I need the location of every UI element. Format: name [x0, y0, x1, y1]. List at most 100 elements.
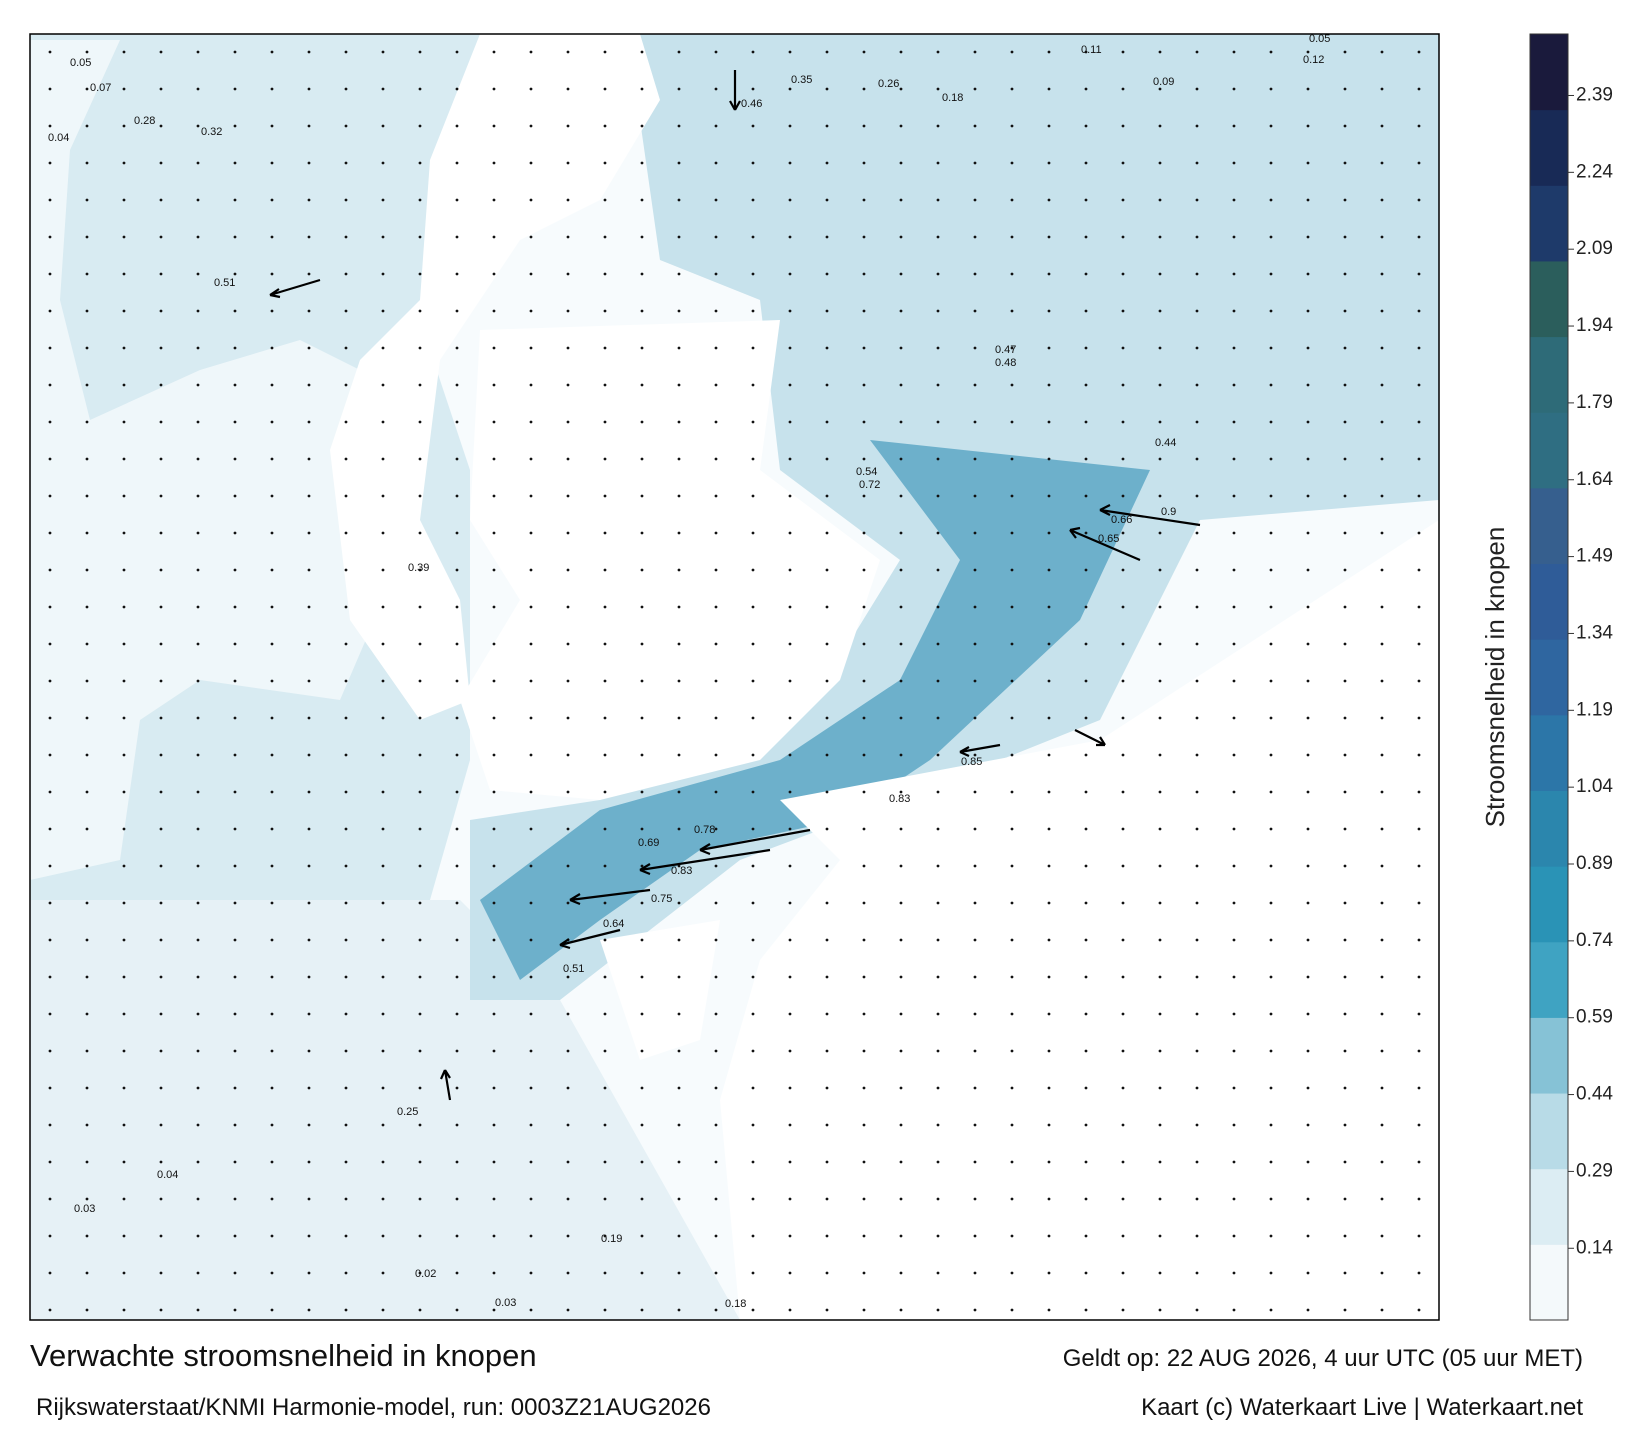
grid-dot [455, 716, 459, 720]
grid-dot [1010, 1308, 1014, 1312]
grid-dot [788, 531, 792, 535]
grid-dot [1417, 679, 1421, 683]
grid-dot [1269, 975, 1273, 979]
grid-dot [196, 531, 200, 535]
grid-dot [529, 1197, 533, 1201]
grid-dot [1380, 531, 1384, 535]
grid-dot [1417, 87, 1421, 91]
grid-dot [973, 901, 977, 905]
grid-dot [1269, 790, 1273, 794]
grid-dot [529, 605, 533, 609]
grid-dot [640, 864, 644, 868]
grid-dot [1343, 790, 1347, 794]
grid-dot [122, 1086, 126, 1090]
grid-dot [270, 642, 274, 646]
grid-dot [196, 1271, 200, 1275]
grid-dot [1084, 198, 1088, 202]
grid-dot [85, 1012, 89, 1016]
grid-dot [270, 1271, 274, 1275]
grid-dot [1010, 1160, 1014, 1164]
grid-dot [1269, 1271, 1273, 1275]
grid-dot [1158, 124, 1162, 128]
grid-dot [307, 198, 311, 202]
grid-dot [714, 1012, 718, 1016]
grid-dot [714, 716, 718, 720]
grid-dot [1306, 1234, 1310, 1238]
grid-dot [751, 531, 755, 535]
grid-dot [159, 1234, 163, 1238]
grid-dot [307, 642, 311, 646]
grid-dot [1158, 790, 1162, 794]
grid-dot [85, 753, 89, 757]
grid-dot [1232, 864, 1236, 868]
grid-dot [1306, 198, 1310, 202]
grid-dot [1417, 1086, 1421, 1090]
grid-dot [603, 198, 607, 202]
grid-dot [1195, 790, 1199, 794]
grid-dot [973, 124, 977, 128]
grid-dot [418, 790, 422, 794]
grid-dot [344, 1197, 348, 1201]
grid-dot [381, 494, 385, 498]
speed-label: 0.12 [1303, 54, 1324, 66]
grid-dot [1232, 50, 1236, 54]
grid-dot [640, 1271, 644, 1275]
grid-dot [122, 975, 126, 979]
grid-dot [1343, 272, 1347, 276]
grid-dot [381, 457, 385, 461]
grid-dot [233, 679, 237, 683]
grid-dot [48, 346, 52, 350]
grid-dot [159, 790, 163, 794]
grid-dot [418, 420, 422, 424]
grid-dot [529, 198, 533, 202]
grid-dot [1343, 716, 1347, 720]
grid-dot [85, 1234, 89, 1238]
grid-dot [1121, 383, 1125, 387]
grid-dot [899, 420, 903, 424]
grid-dot [196, 346, 200, 350]
grid-dot [1047, 346, 1051, 350]
grid-dot [788, 568, 792, 572]
grid-dot [529, 1049, 533, 1053]
grid-dot [1232, 1160, 1236, 1164]
grid-dot [825, 938, 829, 942]
grid-dot [307, 679, 311, 683]
grid-dot [196, 1197, 200, 1201]
grid-dot [85, 827, 89, 831]
grid-dot [973, 235, 977, 239]
grid-dot [788, 642, 792, 646]
speed-label: 0.66 [1111, 514, 1132, 526]
grid-dot [603, 1308, 607, 1312]
grid-dot [307, 975, 311, 979]
grid-dot [233, 124, 237, 128]
grid-dot [48, 309, 52, 313]
grid-dot [492, 975, 496, 979]
grid-dot [122, 901, 126, 905]
colorbar-tick-label: 1.94 [1576, 315, 1613, 336]
grid-dot [455, 864, 459, 868]
grid-dot [862, 309, 866, 313]
grid-dot [566, 161, 570, 165]
grid-dot [344, 235, 348, 239]
grid-dot [714, 1234, 718, 1238]
grid-dot [566, 531, 570, 535]
grid-dot [1306, 1308, 1310, 1312]
grid-dot [677, 50, 681, 54]
grid-dot [973, 1049, 977, 1053]
grid-dot [381, 383, 385, 387]
grid-dot [603, 642, 607, 646]
grid-dot [1343, 901, 1347, 905]
current-arrows [269, 70, 1201, 1101]
grid-dot [1306, 679, 1310, 683]
speed-label: 0.02 [415, 1268, 436, 1280]
grid-dot [48, 1012, 52, 1016]
grid-dot [1121, 1234, 1125, 1238]
grid-dot [825, 1012, 829, 1016]
grid-dot [122, 309, 126, 313]
grid-dot [751, 87, 755, 91]
grid-dot [677, 198, 681, 202]
grid-dot [1232, 198, 1236, 202]
grid-dot [1084, 494, 1088, 498]
grid-dot [1380, 1086, 1384, 1090]
grid-dot [492, 901, 496, 905]
